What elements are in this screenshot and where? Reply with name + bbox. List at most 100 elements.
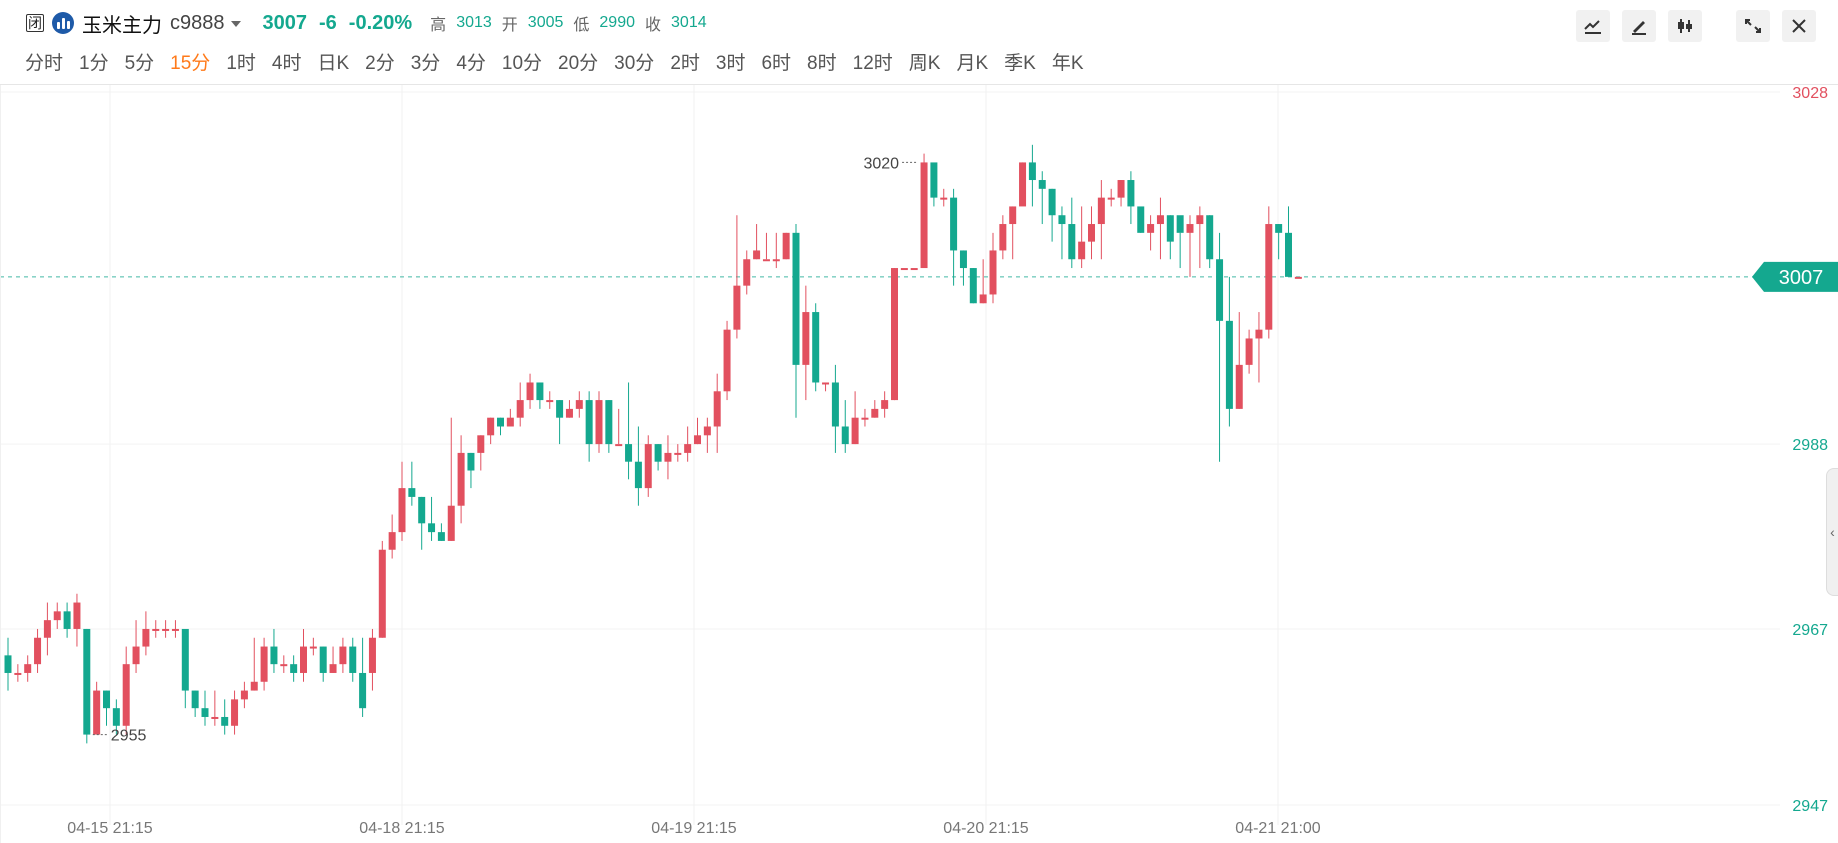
low-value: 2990	[599, 14, 635, 31]
chevron-left-icon: ‹	[1830, 524, 1835, 540]
candle-body	[428, 523, 436, 533]
candle-body	[565, 408, 573, 418]
symbol-code-dropdown[interactable]: c9888	[170, 12, 241, 35]
candle-body	[103, 690, 110, 709]
timeframe-tabs: 分时 1分 5分 15分 1时 4时 日K 2分 3分 4分 10分 20分 3…	[25, 48, 1084, 74]
tab-timeframe[interactable]: 1时	[226, 53, 256, 74]
tab-timeframe[interactable]: 20分	[558, 53, 599, 74]
candle-body	[53, 611, 61, 621]
candle-body	[910, 268, 918, 271]
tab-timeframe[interactable]: 2时	[670, 53, 700, 74]
candle-body	[782, 232, 790, 260]
draw-button[interactable]	[1622, 10, 1656, 42]
tab-timeframe[interactable]: 1分	[79, 53, 109, 74]
candle-body	[703, 426, 711, 436]
tab-timeframe[interactable]: 6时	[761, 53, 792, 74]
candle-body	[447, 505, 455, 541]
candle-body	[1216, 259, 1224, 321]
collapse-button[interactable]	[1736, 10, 1770, 42]
tab-timeframe[interactable]: 5分	[124, 53, 155, 74]
candle-body	[940, 197, 948, 200]
candle-body	[1019, 162, 1027, 207]
market-closed-badge: 闭	[26, 14, 44, 32]
candle-body	[497, 417, 504, 427]
candle-body	[713, 391, 721, 427]
x-axis-label: 04-20 21:15	[943, 820, 1029, 837]
tab-timeframe[interactable]: 日K	[317, 53, 350, 74]
x-axis-label: 04-19 21:15	[651, 820, 737, 837]
tab-timeframe[interactable]: 4时	[271, 53, 302, 74]
close-label: 收	[645, 17, 662, 34]
candle-body	[250, 681, 258, 691]
candle-body	[477, 435, 485, 453]
candle-body	[1147, 224, 1155, 233]
candle-body	[24, 664, 32, 673]
candle-body	[1235, 364, 1243, 409]
candles-button[interactable]	[1668, 10, 1702, 42]
high-value: 3013	[456, 14, 492, 31]
candle-body	[861, 417, 869, 420]
tab-timeframe[interactable]: 30分	[614, 53, 655, 74]
low-label: 低	[573, 17, 590, 34]
tab-timeframe[interactable]: 3分	[410, 53, 441, 74]
candle-body	[93, 690, 101, 735]
candle-body	[1009, 206, 1017, 225]
candle-body	[43, 620, 51, 638]
tab-timeframe[interactable]: 8时	[807, 53, 837, 74]
tab-timeframe[interactable]: 年K	[1051, 53, 1084, 74]
draw-icon	[1632, 21, 1646, 35]
tab-timeframe-active[interactable]: 15分	[170, 53, 211, 74]
candle-body	[1088, 224, 1095, 242]
collapse-side-handle[interactable]: ‹	[1826, 468, 1838, 596]
candlestick-chart[interactable]: 3007 3028 2988 2967 2947 04-15 21:15 04-18 21:…	[0, 85, 1838, 843]
candle-body	[1225, 320, 1233, 409]
candle-body	[1068, 224, 1076, 260]
candles-icon	[1678, 19, 1692, 33]
indicator-button[interactable]	[1576, 10, 1610, 42]
candle-body	[1196, 215, 1204, 225]
max-annotation: 3020	[863, 155, 899, 172]
chart-header: 闭 玉米主力 c9888 3007 -6 -0.20% 高 3013 开 300…	[0, 0, 1838, 85]
collapse-icon	[1745, 19, 1761, 33]
title-row: 闭 玉米主力 c9888 3007 -6 -0.20% 高 3013 开 300…	[26, 10, 707, 37]
candle-body	[743, 259, 751, 286]
y-axis-label: 2988	[1792, 437, 1828, 454]
candle-body	[881, 400, 889, 409]
tab-timeframe[interactable]: 月K	[956, 53, 989, 74]
candle-body	[231, 699, 239, 726]
candle-body	[516, 400, 524, 418]
last-price: 3007	[262, 11, 308, 34]
candle-body	[1176, 215, 1184, 233]
symbol-code: c9888	[170, 11, 225, 34]
tab-timeframe[interactable]: 12时	[852, 53, 893, 74]
candle-body	[762, 259, 770, 262]
tab-timeframe[interactable]: 季K	[1004, 53, 1036, 74]
y-axis-label: 3028	[1792, 85, 1828, 102]
candle-body	[418, 496, 426, 524]
close-icon	[1792, 19, 1806, 33]
tab-timeframe[interactable]: 分时	[25, 53, 64, 74]
close-button[interactable]	[1782, 10, 1816, 42]
tab-timeframe[interactable]: 10分	[501, 53, 543, 74]
candle-body	[437, 532, 445, 541]
candle-body	[831, 382, 839, 427]
tab-timeframe[interactable]: 2分	[365, 53, 395, 74]
high-label: 高	[430, 17, 447, 34]
x-axis-label: 04-15 21:15	[67, 820, 153, 837]
candle-body	[34, 637, 42, 665]
chart-area[interactable]: 3007 3028 2988 2967 2947 04-15 21:15 04-18 21:…	[0, 85, 1838, 843]
candle-body	[605, 400, 613, 445]
tab-timeframe[interactable]: 3时	[715, 53, 746, 74]
tab-timeframe[interactable]: 4分	[456, 53, 486, 74]
candle-body	[802, 312, 810, 365]
tab-timeframe[interactable]: 周K	[908, 53, 941, 74]
candle-body	[723, 329, 731, 392]
candle-body	[585, 400, 593, 445]
candle-body	[359, 672, 367, 709]
candle-body	[1058, 215, 1066, 225]
candle-body	[1294, 276, 1302, 279]
candle-body	[556, 400, 564, 418]
candle-body	[201, 708, 209, 717]
candle-body	[674, 452, 682, 455]
candle-body	[684, 444, 692, 453]
